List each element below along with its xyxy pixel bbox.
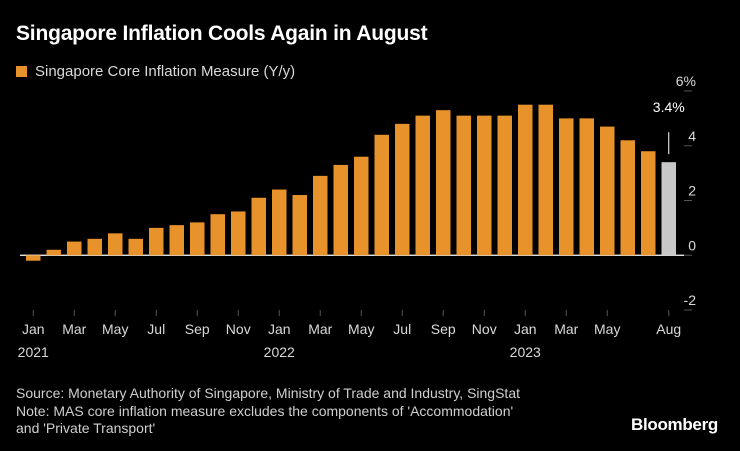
- bar: [374, 134, 389, 256]
- y-axis-tick-label: 2: [688, 183, 696, 199]
- x-axis-month-label: Mar: [554, 321, 578, 337]
- x-axis-month-label: May: [102, 321, 128, 337]
- x-axis-month-label: Sep: [185, 321, 210, 337]
- x-axis-month-label: Mar: [308, 321, 332, 337]
- x-axis-month-label: Jan: [514, 321, 537, 337]
- x-axis-month-label: Nov: [472, 321, 497, 337]
- x-axis-month-label: Jan: [268, 321, 291, 337]
- bar: [559, 118, 574, 256]
- x-axis-month-label: Jul: [393, 321, 411, 337]
- x-axis-year-label: 2022: [264, 344, 295, 360]
- legend: Singapore Core Inflation Measure (Y/y): [16, 63, 295, 80]
- bar: [108, 233, 123, 256]
- y-axis-tick-label: 6%: [676, 73, 696, 89]
- bar: [641, 151, 656, 256]
- x-axis-month-label: Aug: [656, 321, 681, 337]
- note-text-line1: Note: MAS core inflation measure exclude…: [16, 402, 514, 419]
- x-axis-month-label: Nov: [226, 321, 251, 337]
- x-axis-month-label: May: [594, 321, 620, 337]
- bar: [354, 156, 369, 256]
- bar-chart: 6% 4 2 0 -2 3.4% Jan 2021 Mar May Jul Sep Nov Jan 2022…: [18, 73, 697, 360]
- bar: [456, 115, 471, 256]
- x-axis-month-label: Jul: [147, 321, 165, 337]
- bar: [87, 238, 102, 256]
- bloomberg-logo: Bloomberg: [630, 415, 718, 434]
- bar: [26, 255, 41, 261]
- bar: [313, 175, 328, 256]
- x-axis-month-label: Sep: [431, 321, 456, 337]
- x-axis-month-label: Mar: [62, 321, 86, 337]
- legend-label: Singapore Core Inflation Measure (Y/y): [35, 63, 296, 80]
- note-text-line2: and 'Private Transport': [16, 420, 156, 436]
- legend-swatch: [16, 66, 27, 77]
- x-axis-month-label: Jan: [22, 321, 45, 337]
- y-axis-tick-label: -2: [684, 292, 697, 308]
- x-axis-month-label: May: [348, 321, 374, 337]
- source-text: Source: Monetary Authority of Singapore,…: [16, 385, 520, 401]
- bar: [579, 118, 594, 256]
- bar: [518, 104, 533, 256]
- bar: [415, 115, 430, 256]
- y-axis-tick-label: 0: [688, 237, 696, 253]
- bar: [292, 195, 307, 256]
- bar: [46, 249, 61, 256]
- x-axis-year-label: 2021: [18, 344, 49, 360]
- bar: [67, 241, 82, 256]
- bar: [149, 227, 164, 256]
- bar: [395, 123, 410, 256]
- chart-title: Singapore Inflation Cools Again in Augus…: [16, 22, 428, 45]
- bar: [231, 211, 246, 256]
- y-axis-tick-label: 4: [688, 128, 696, 144]
- bar: [600, 126, 615, 256]
- bar-latest: [661, 162, 676, 256]
- bar: [497, 115, 512, 256]
- footer-notes: Source: Monetary Authority of Singapore,…: [16, 385, 520, 438]
- bar: [620, 140, 635, 256]
- bar: [190, 222, 205, 256]
- bar: [272, 189, 287, 256]
- annotation-label: 3.4%: [653, 99, 685, 115]
- x-axis-year-label: 2023: [510, 344, 541, 360]
- bar: [169, 225, 184, 256]
- bar: [333, 164, 348, 256]
- bar: [128, 238, 143, 256]
- bar: [251, 197, 266, 256]
- bar: [477, 115, 492, 256]
- bar: [436, 110, 451, 256]
- bar: [210, 214, 225, 256]
- bar: [538, 104, 553, 256]
